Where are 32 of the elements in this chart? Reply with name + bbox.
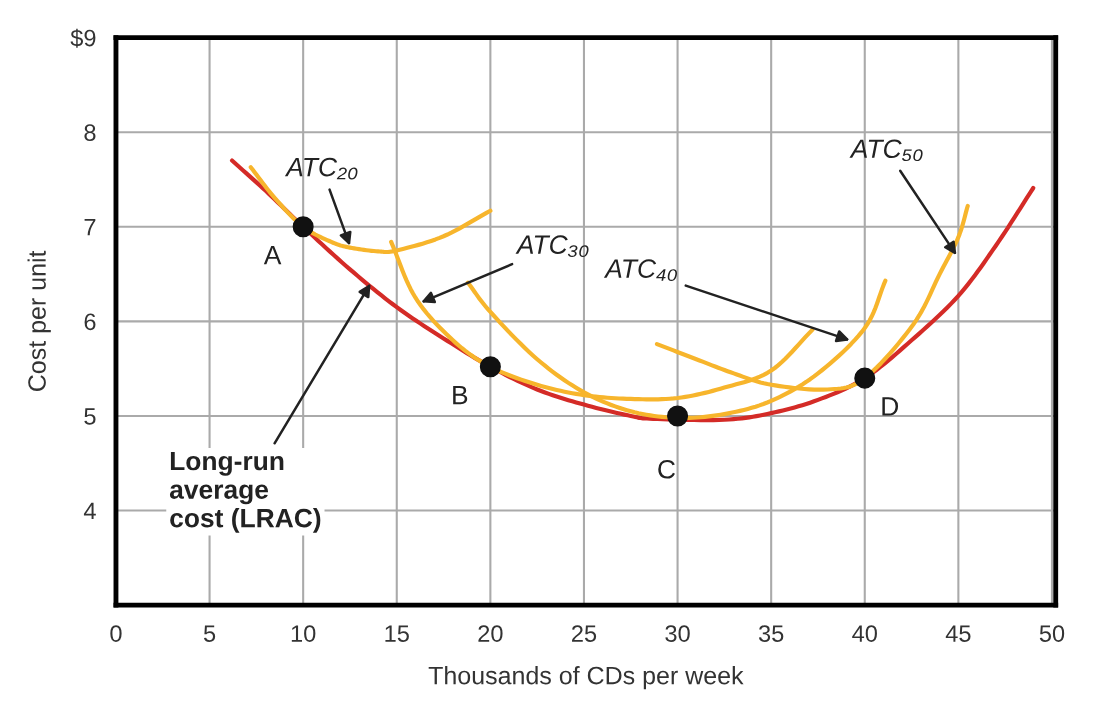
point	[292, 216, 314, 238]
y-axis-title: Cost per unit	[27, 250, 51, 391]
x-tick-label: 45	[945, 625, 971, 642]
y-tick-label: 6	[84, 313, 96, 331]
annotation: A	[263, 246, 282, 265]
annotation: D	[882, 397, 899, 416]
annotation: ATC₅₀	[849, 139, 923, 162]
annotation: ATC₃₀	[515, 235, 589, 258]
x-tick-label: 50	[1039, 625, 1065, 642]
x-tick-label: 30	[665, 625, 690, 642]
x-tick-label: 5	[203, 625, 216, 642]
x-tick-label: 10	[291, 625, 316, 642]
annotation: ATC₄₀	[603, 259, 678, 281]
x-tick-label: 15	[385, 625, 409, 642]
y-tick-label: 8	[84, 124, 96, 141]
point	[479, 356, 501, 378]
annotation: C	[658, 459, 675, 479]
x-tick-label: 35	[758, 625, 784, 642]
annotation: ATC₂₀	[284, 157, 358, 180]
point	[854, 367, 876, 389]
y-tick-label: 5	[84, 408, 96, 425]
y-tick-label: $9	[70, 28, 96, 48]
x-tick-label: 40	[852, 625, 877, 642]
annotation: B	[453, 386, 468, 405]
y-tick-label: 4	[83, 502, 96, 520]
point	[667, 405, 689, 427]
y-tick-label: 7	[84, 219, 96, 236]
x-tick-label: 0	[110, 625, 122, 642]
annotation: Long-run average cost (LRAC)	[169, 451, 321, 533]
x-axis-title: Thousands of CDs per week	[428, 666, 744, 690]
x-tick-label: 20	[478, 625, 503, 642]
x-tick-label: 25	[572, 625, 597, 642]
